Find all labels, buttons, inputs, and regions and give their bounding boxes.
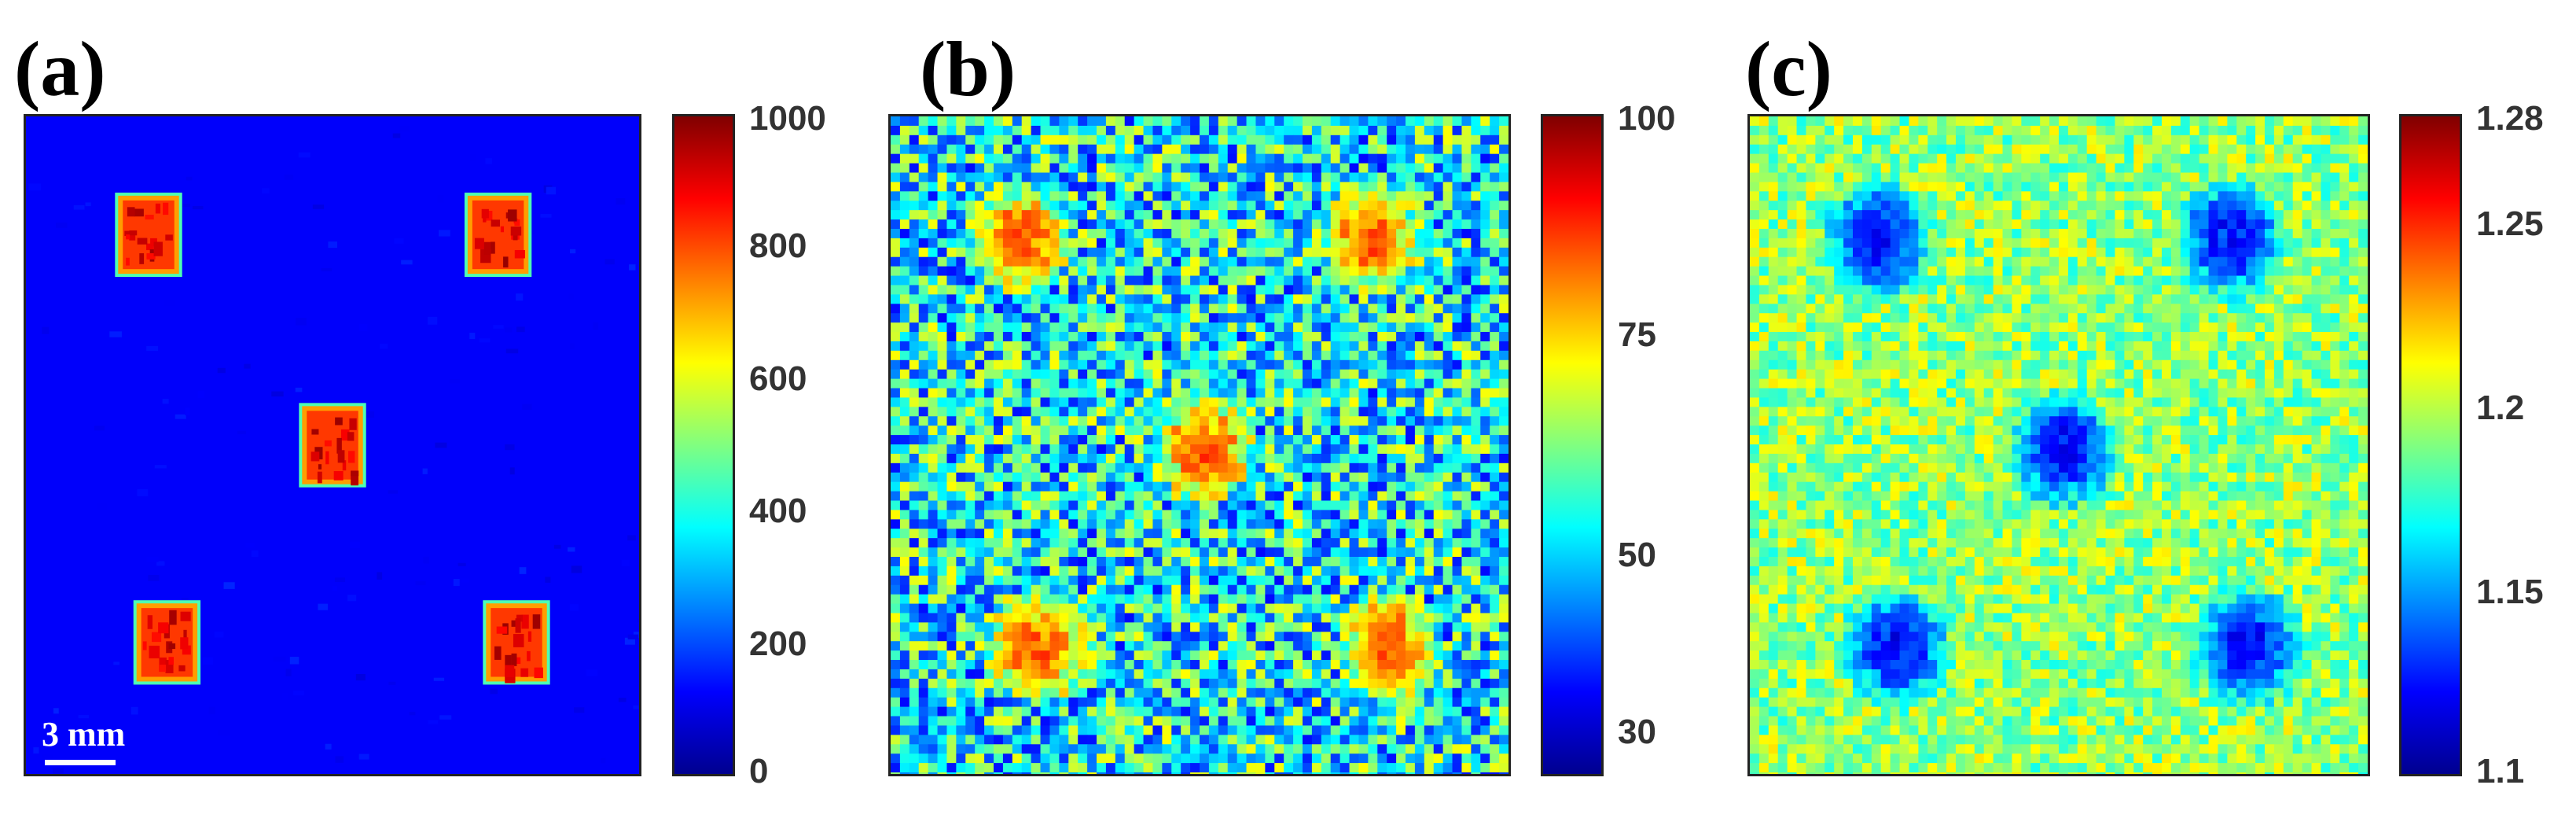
colorbar-tick-label: 100 — [1618, 99, 1676, 138]
colorbar-tick-label: 30 — [1618, 712, 1656, 751]
colorbar — [2399, 114, 2462, 776]
intensity-map-image — [891, 116, 1508, 774]
panel-c: (c) 1.28 1.25 1.2 1.15 1.1 — [1722, 0, 2576, 818]
colorbar-tick-label: 1.2 — [2476, 389, 2525, 428]
colorbar-tick-label: 600 — [749, 359, 807, 398]
colorbar-tick-label: 0 — [749, 752, 769, 790]
intensity-map-image — [1750, 116, 2368, 774]
intensity-map: 3 mm — [24, 114, 641, 776]
panel-label: (a) — [14, 25, 106, 112]
intensity-map — [888, 114, 1511, 776]
panel-label: (c) — [1745, 25, 1832, 112]
colorbar-tick-label: 1.25 — [2476, 204, 2544, 244]
panel-label: (b) — [920, 25, 1016, 112]
colorbar-tick-label: 400 — [749, 492, 807, 531]
colorbar-tick-label: 50 — [1618, 536, 1656, 575]
scale-bar-line — [45, 760, 116, 765]
colorbar-tick-label: 1.15 — [2476, 573, 2544, 612]
colorbar — [1541, 114, 1604, 776]
intensity-map — [1747, 114, 2370, 776]
colorbar-tick-label: 1.28 — [2476, 99, 2544, 138]
colorbar-tick-label: 1000 — [749, 99, 826, 138]
colorbar-tick-label: 75 — [1618, 315, 1656, 354]
colorbar-tick-label: 800 — [749, 227, 807, 266]
colorbar-tick-label: 1.1 — [2476, 752, 2525, 790]
colorbar-tick-label: 200 — [749, 624, 807, 663]
panel-b: (b) 100 75 50 30 — [857, 0, 1722, 818]
colorbar — [672, 114, 735, 776]
intensity-map-image — [26, 116, 639, 774]
scale-bar-label: 3 mm — [42, 715, 126, 754]
panel-a: (a) 3 mm 1000 800 600 400 200 0 — [0, 0, 857, 818]
